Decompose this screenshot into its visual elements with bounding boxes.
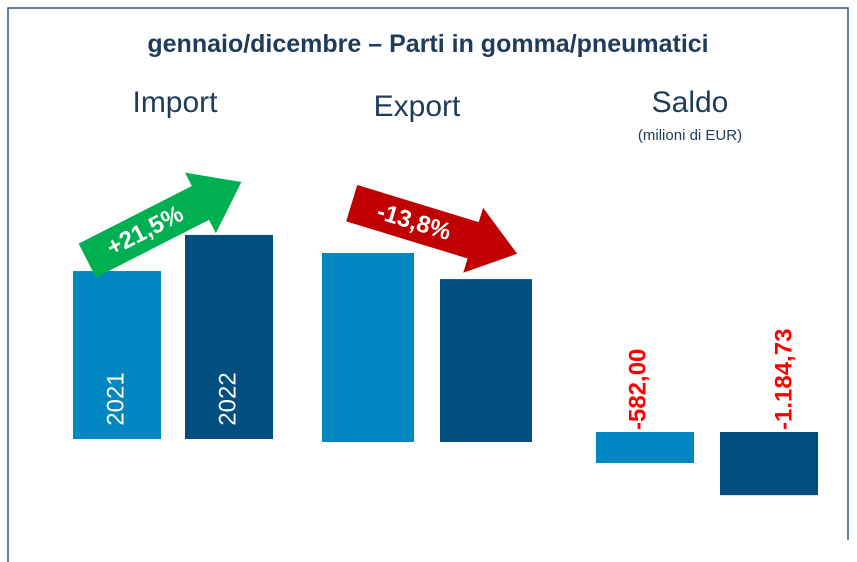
bar-category-label: 2021 <box>102 372 129 425</box>
panel-title: Saldo <box>652 86 729 119</box>
frame <box>7 7 849 562</box>
bar <box>596 432 694 464</box>
arrow-shape <box>78 172 242 278</box>
value-label: -582,00 <box>624 349 651 430</box>
arrow-shape <box>346 184 518 273</box>
panel-title: Import <box>132 86 218 119</box>
bar <box>720 432 818 496</box>
bar <box>440 279 532 442</box>
bar <box>185 234 273 439</box>
panel-title: Export <box>374 90 461 123</box>
value-label: -1.184,73 <box>770 329 797 430</box>
bar <box>73 271 161 439</box>
bar <box>322 252 414 442</box>
panel-subtitle: (milioni di EUR) <box>638 127 742 144</box>
bar-category-label: 2022 <box>214 372 241 425</box>
main-title: gennaio/dicembre – Parti in gomma/pneuma… <box>147 30 708 58</box>
